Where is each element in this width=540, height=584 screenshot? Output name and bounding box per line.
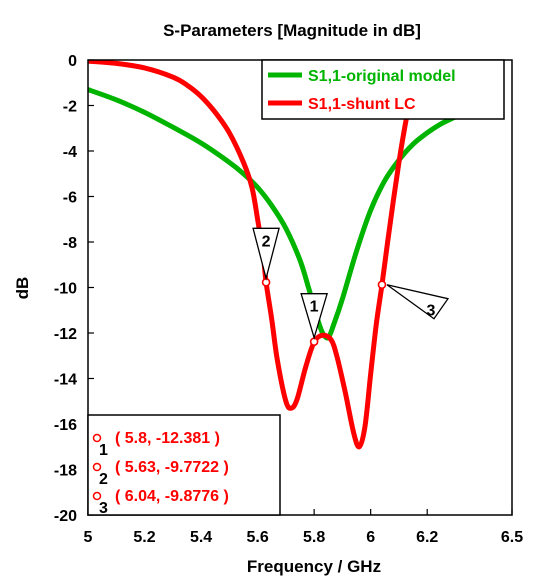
chart-title: S-Parameters [Magnitude in dB] — [163, 21, 421, 40]
y-tick-labels: 0 -2 -4 -6 -8 -10 -12 -14 -16 -18 -20 — [54, 53, 94, 525]
y-axis-label: dB — [13, 277, 32, 300]
readout-value: ( 5.8, -12.381 ) — [115, 430, 220, 447]
readout-marker-id: 2 — [99, 471, 108, 488]
x-tick-label: 5.4 — [190, 529, 212, 546]
readout-value: ( 5.63, -9.7722 ) — [115, 459, 229, 476]
readout-box — [87, 414, 281, 516]
y-tick-label: -12 — [54, 326, 77, 343]
readout-value: ( 6.04, -9.8776 ) — [115, 488, 229, 505]
x-tick-label: 5.2 — [133, 529, 155, 546]
marker-flag-1 — [300, 293, 329, 340]
x-tick-label: 6.5 — [501, 529, 523, 546]
x-tick-label: 6.2 — [416, 529, 438, 546]
y-tick-label: -2 — [63, 99, 77, 116]
x-tick-label: 6 — [366, 529, 375, 546]
y-tick-label: -14 — [54, 372, 77, 389]
x-tick-label: 5.6 — [246, 529, 268, 546]
legend: S1,1-original model S1,1-shunt LC — [261, 59, 505, 120]
marker-layer: 1 2 3 — [252, 227, 450, 346]
marker-flag-label-1: 1 — [310, 299, 319, 316]
y-tick-label: -20 — [54, 508, 77, 525]
x-tick-label: 5 — [84, 529, 93, 546]
y-tick-label: -8 — [63, 235, 77, 252]
readout-marker-id: 1 — [99, 442, 108, 459]
marker-flag-label-2: 2 — [262, 233, 271, 250]
marker-flag-3 — [386, 284, 450, 320]
readout-marker-icon — [92, 462, 102, 472]
y-tick-label: -18 — [54, 463, 77, 480]
readout-marker-icon — [92, 491, 102, 501]
y-tick-label: -16 — [54, 417, 77, 434]
marker-readout: 1 ( 5.8, -12.381 ) 2 ( 5.63, -9.7722 ) 3 ( 6.… — [87, 414, 281, 517]
legend-box — [261, 59, 505, 120]
x-tick-labels: 5 5.2 5.4 5.6 5.8 6 6.2 6.5 — [84, 509, 523, 546]
y-tick-label: -10 — [54, 281, 77, 298]
y-tick-label: 0 — [68, 53, 77, 70]
readout-marker-icon — [92, 433, 102, 443]
marker-flag-label-3: 3 — [427, 303, 436, 320]
marker-point-3 — [377, 280, 387, 290]
marker-flag-2 — [252, 227, 280, 281]
y-tick-label: -4 — [63, 144, 77, 161]
y-tick-label: -6 — [63, 190, 77, 207]
readout-marker-id: 3 — [99, 500, 108, 517]
legend-label-shunt-lc: S1,1-shunt LC — [308, 96, 416, 113]
x-tick-label: 5.8 — [303, 529, 325, 546]
x-axis-label: Frequency / GHz — [247, 557, 381, 576]
legend-label-original: S1,1-original model — [308, 68, 456, 85]
